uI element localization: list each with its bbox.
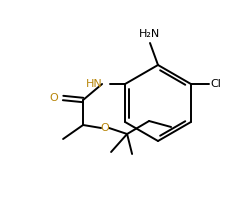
Text: H₂N: H₂N	[138, 29, 160, 39]
Text: O: O	[49, 93, 58, 103]
Text: HN: HN	[86, 79, 103, 89]
Text: O: O	[101, 123, 109, 133]
Text: Cl: Cl	[210, 79, 221, 89]
